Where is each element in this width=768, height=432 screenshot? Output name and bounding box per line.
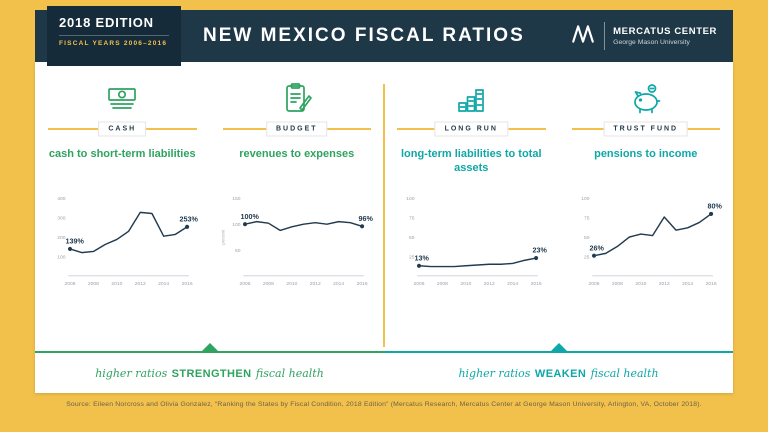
category-rule: LONG RUN [397,121,546,137]
svg-text:2014: 2014 [158,281,169,287]
strengthen-callout: higher ratios STRENGTHEN fiscal health [35,343,384,393]
svg-text:2012: 2012 [658,281,669,287]
quadrant-cash: CASH cash to short-term liabilities 400 3… [35,62,210,351]
category-badge-budget: BUDGET [265,121,328,137]
svg-text:2006: 2006 [588,281,599,287]
logo-name: MERCATUS CENTER [613,26,717,37]
chart-title-budget: revenues to expenses [239,148,355,160]
svg-text:100: 100 [232,222,240,228]
svg-text:2016: 2016 [531,281,542,287]
budget-icon [278,78,316,120]
svg-text:2012: 2012 [484,281,495,287]
center-divider [383,84,385,347]
edition-box: 2018 EDITION FISCAL YEARS 2006–2016 [47,6,181,66]
svg-text:2014: 2014 [333,281,344,287]
svg-text:2014: 2014 [507,281,518,287]
quadrant-budget: BUDGET revenues to expenses 150 100 50 perc… [210,62,385,351]
svg-text:50: 50 [409,235,415,241]
slogan-suffix-right: fiscal health [590,367,659,380]
svg-text:2012: 2012 [309,281,320,287]
svg-text:percent: percent [220,229,225,245]
chart-long-run: 100 75 50 25 2006 2008 2010 2012 2014 2016 13% 23% [384,184,559,296]
chart-title-cash: cash to short-term liabilities [48,148,196,160]
svg-text:2016: 2016 [705,281,716,287]
svg-text:80%: 80% [707,201,722,210]
svg-text:2010: 2010 [460,281,471,287]
category-rule: BUDGET [222,121,371,137]
chart-budget: 150 100 50 percent 2006 2008 2010 2012 2014 2016 1… [210,184,385,296]
svg-text:25: 25 [409,254,415,260]
edition-divider [59,35,169,36]
category-rule: TRUST FUND [571,121,720,137]
svg-text:2010: 2010 [111,281,122,287]
cash-icon [103,78,141,120]
svg-text:2016: 2016 [182,281,193,287]
svg-text:2008: 2008 [611,281,622,287]
category-badge-long-run: LONG RUN [434,121,508,137]
logo-separator [604,22,606,50]
svg-text:300: 300 [57,216,65,222]
svg-text:13%: 13% [415,253,430,262]
svg-text:75: 75 [584,216,590,222]
slogan-prefix-right: higher ratios [458,367,531,380]
bottom-band: higher ratios STRENGTHEN fiscal health h… [35,343,733,393]
svg-text:2008: 2008 [88,281,99,287]
slogan-verb-right: WEAKEN [534,368,587,380]
trust-fund-icon [627,78,665,120]
source-note: Source: Eileen Norcross and Olivia Gonza… [66,401,702,408]
svg-text:2010: 2010 [286,281,297,287]
long-run-icon [452,78,490,120]
svg-text:2006: 2006 [239,281,250,287]
svg-text:2012: 2012 [135,281,146,287]
slogan-suffix-left: fiscal health [255,367,324,380]
up-triangle-icon [549,343,568,352]
svg-text:2008: 2008 [262,281,273,287]
svg-text:100%: 100% [240,212,259,221]
svg-text:150: 150 [232,196,240,202]
quadrant-trust-fund: TRUST FUND pensions to income 100 75 50 25 2… [559,62,734,351]
svg-text:50: 50 [584,235,590,241]
quadrant-long-run: LONG RUN long-term liabilities to total … [384,62,559,351]
main-card: CASH cash to short-term liabilities 400 3… [35,62,733,393]
chart-title-long-run: long-term liabilities to total assets [400,148,542,174]
category-rule: CASH [48,121,197,137]
edition-label: 2018 EDITION [59,15,154,30]
chart-cash: 400 300 200 100 2006 2008 2010 2012 2014 2016 139%… [35,184,210,296]
chart-title-trust-fund: pensions to income [594,148,698,160]
category-badge-cash: CASH [98,121,147,137]
svg-text:2006: 2006 [65,281,76,287]
svg-text:100: 100 [581,196,589,202]
up-triangle-icon [200,343,219,352]
svg-text:50: 50 [235,248,241,254]
svg-text:100: 100 [57,254,65,260]
svg-text:100: 100 [406,196,414,202]
svg-text:2008: 2008 [437,281,448,287]
svg-text:26%: 26% [589,243,604,252]
weaken-callout: higher ratios WEAKEN fiscal health [384,343,733,393]
svg-text:2014: 2014 [682,281,693,287]
svg-text:400: 400 [57,196,65,202]
mercatus-logo-icon [570,21,596,52]
svg-text:200: 200 [57,235,65,241]
chart-trust-fund: 100 75 50 25 2006 2008 2010 2012 2014 2016 26% 80% [559,184,734,296]
svg-text:2010: 2010 [635,281,646,287]
svg-text:2016: 2016 [356,281,367,287]
svg-text:25: 25 [584,254,590,260]
category-badge-trust-fund: TRUST FUND [603,121,689,137]
svg-text:2006: 2006 [414,281,425,287]
page-title: NEW MEXICO FISCAL RATIOS [203,25,525,46]
mercatus-logo: MERCATUS CENTER George Mason University [570,21,717,52]
svg-text:23%: 23% [532,246,547,255]
svg-text:253%: 253% [179,214,198,223]
slogan-prefix-left: higher ratios [95,367,168,380]
svg-text:75: 75 [409,216,415,222]
chart-grid: CASH cash to short-term liabilities 400 3… [35,62,733,351]
fiscal-years-label: FISCAL YEARS 2006–2016 [59,40,168,47]
slogan-verb-left: STRENGTHEN [171,368,252,380]
svg-text:139%: 139% [66,237,85,246]
header-band: 2018 EDITION FISCAL YEARS 2006–2016 NEW … [35,6,733,66]
svg-text:96%: 96% [358,214,373,223]
logo-subtitle: George Mason University [613,39,690,46]
